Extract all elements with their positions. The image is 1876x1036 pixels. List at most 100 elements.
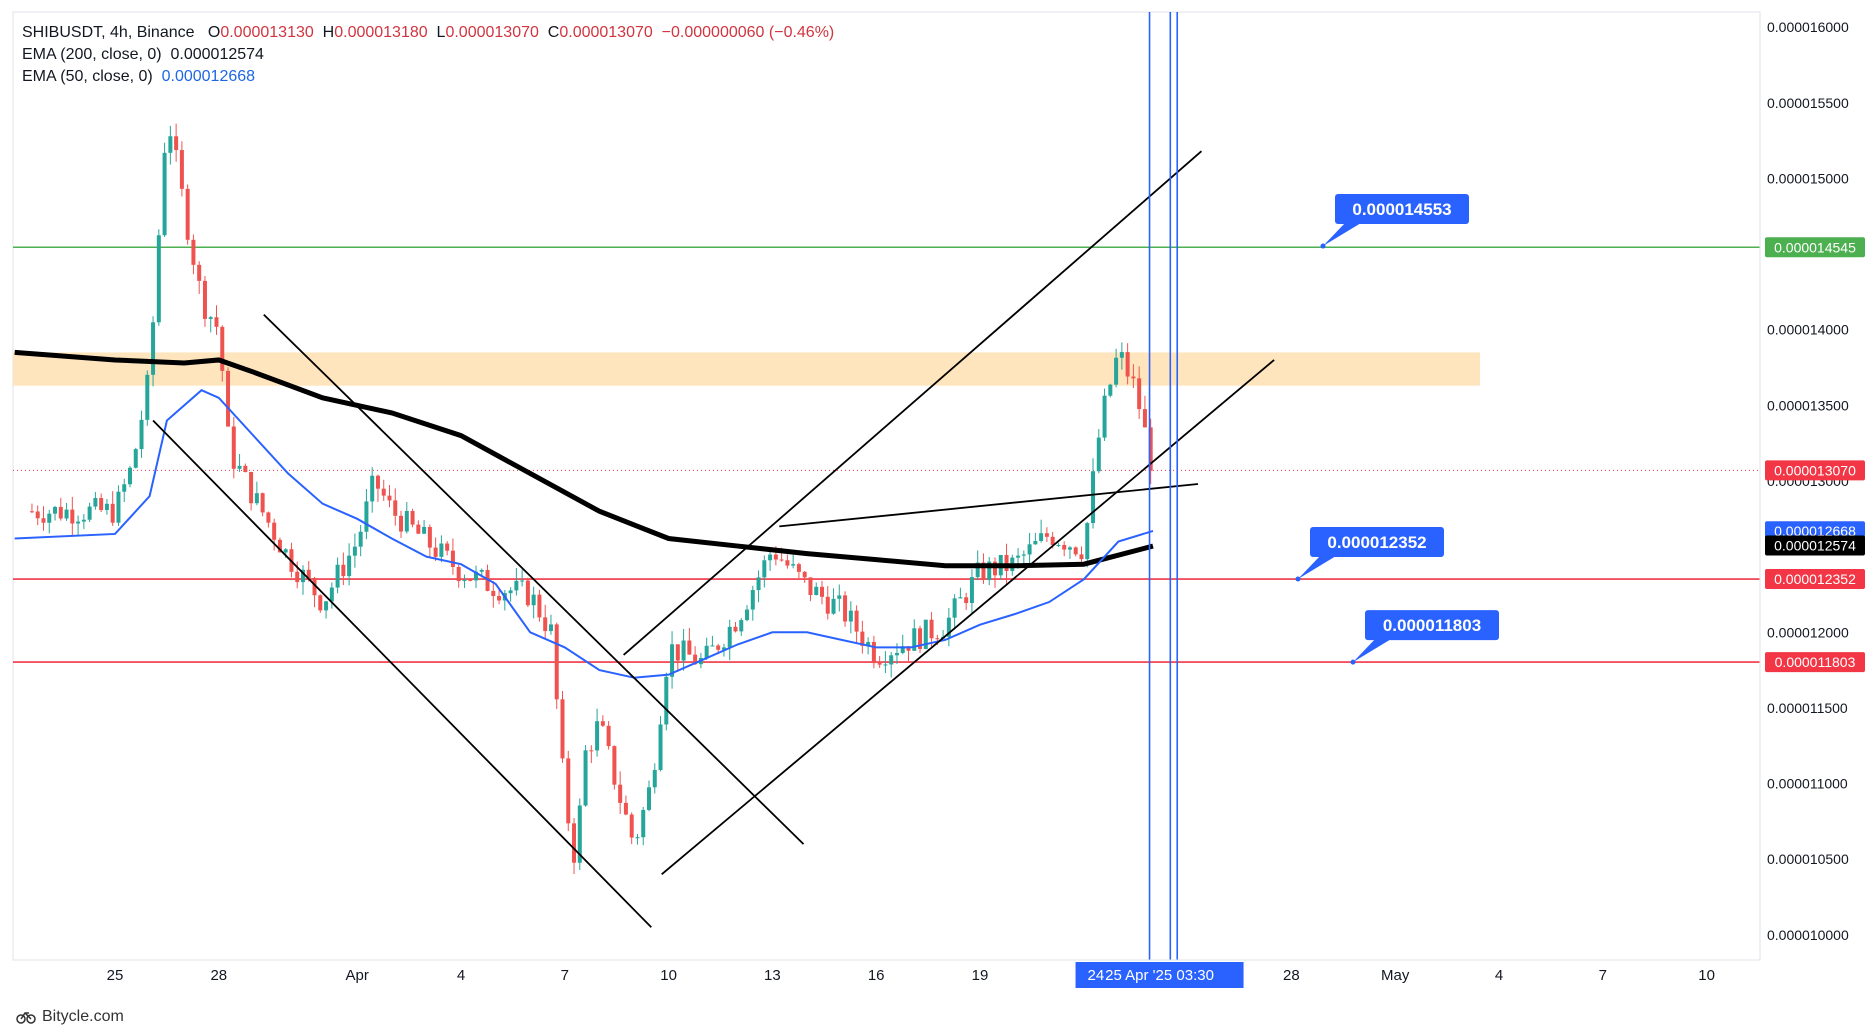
candle-body [520, 580, 525, 582]
candle-body [191, 239, 196, 265]
candle-body [300, 569, 305, 583]
ema-50-line [14, 389, 1154, 679]
candle-body [773, 554, 778, 560]
candle-body [1050, 536, 1055, 546]
candle-body [1021, 554, 1026, 556]
candle-body [981, 562, 986, 580]
candle-body [670, 644, 675, 677]
candle-body [1114, 357, 1119, 385]
horizontal-levels [13, 246, 1760, 663]
candle-body [145, 374, 150, 420]
callout-anchor [1295, 576, 1301, 582]
candle-body [693, 654, 698, 665]
candle-body [964, 597, 969, 604]
callout-box [1310, 527, 1444, 558]
candle-body [29, 511, 34, 513]
candle-body [491, 590, 496, 597]
bitycle-logo-icon [16, 1012, 36, 1024]
candle-body [819, 586, 824, 597]
candle-body [843, 595, 848, 622]
candle-body [745, 609, 750, 621]
candle-body [387, 495, 392, 501]
candle-body [543, 617, 548, 632]
price-tick-label: 0.000016000 [1767, 19, 1849, 35]
candle-body [779, 559, 784, 561]
candle-body [306, 569, 311, 578]
candle-body [1091, 471, 1096, 524]
price-tick-label: 0.000010000 [1767, 927, 1849, 943]
high-label: H [322, 24, 335, 41]
candle-body [716, 645, 721, 650]
candle-body [1102, 395, 1107, 438]
candle-body [1148, 427, 1153, 471]
time-highlight-bg [1075, 962, 1244, 988]
candle-body [168, 136, 173, 153]
candle-body [35, 511, 40, 519]
price-tick-label: 0.000015500 [1767, 95, 1849, 111]
candle-body [1131, 376, 1136, 379]
candle-body [641, 809, 646, 838]
candle-body [560, 699, 565, 759]
candle-body [1125, 352, 1130, 377]
candle-body [652, 769, 657, 788]
chart-grid [12, 11, 1761, 961]
candle-body [1119, 352, 1124, 358]
candle-body [768, 554, 773, 561]
ema200-axis-label-bg [1765, 535, 1865, 556]
ema200-row: EMA (200, close, 0) 0.000012574 [22, 44, 834, 66]
candle-body [1039, 533, 1044, 541]
supply-zone [13, 352, 1480, 386]
candle-body [572, 823, 577, 863]
candle-body [894, 652, 899, 656]
candle-body [646, 787, 651, 810]
candle-body [370, 475, 375, 502]
candle-body [946, 617, 951, 637]
candle-body [381, 488, 386, 496]
candle-body [1056, 544, 1061, 546]
candle-body [53, 506, 58, 514]
trend-line [263, 313, 805, 845]
candle-body [283, 549, 288, 553]
candle-body [110, 503, 115, 523]
candle-body [681, 640, 686, 661]
trend-lines [152, 150, 1275, 928]
callouts: 0.000014553 0.000012352 0.000011803 [1295, 194, 1499, 665]
candle-body [912, 628, 917, 651]
candle-body [721, 647, 726, 650]
candle-body [929, 619, 934, 639]
candle-body [220, 326, 225, 371]
candle-body [1096, 437, 1101, 472]
candle-body [860, 631, 865, 646]
candle-body [1062, 544, 1067, 550]
candle-body [918, 628, 923, 649]
time-tick-label: 16 [868, 967, 885, 984]
candle-body [1108, 384, 1113, 396]
candle-body [975, 562, 980, 578]
time-tick-label: 25 [107, 967, 124, 984]
time-tick-label: 19 [972, 967, 989, 984]
candle-body [808, 577, 813, 596]
price-callout: 0.000012352 [1295, 527, 1444, 582]
low-label: L [436, 24, 446, 41]
candle-body [122, 484, 127, 492]
candle-body [375, 475, 380, 489]
candle-body [762, 560, 767, 578]
price-callout: 0.000014553 [1320, 194, 1469, 249]
candle-body [58, 506, 63, 519]
candle-body [969, 577, 974, 604]
candle-body [462, 580, 467, 582]
trend-line [623, 150, 1203, 656]
candle-body [450, 550, 455, 567]
candle-body [427, 526, 432, 548]
price-axis: 0.000016000 0.000015500 0.000015000 0.00001… [1759, 12, 1865, 960]
candle-body [364, 501, 369, 532]
ohlc-row: SHIBUSDT, 4h, Binance O0.000013130 H0.00… [22, 22, 834, 44]
candle-body [393, 500, 398, 516]
candle-body [335, 564, 340, 588]
candle-body [156, 235, 161, 323]
candle-body [133, 449, 138, 468]
callout-label: 0.000014553 [1352, 200, 1451, 219]
callout-pointer [1323, 223, 1361, 247]
candle-body [318, 595, 323, 611]
